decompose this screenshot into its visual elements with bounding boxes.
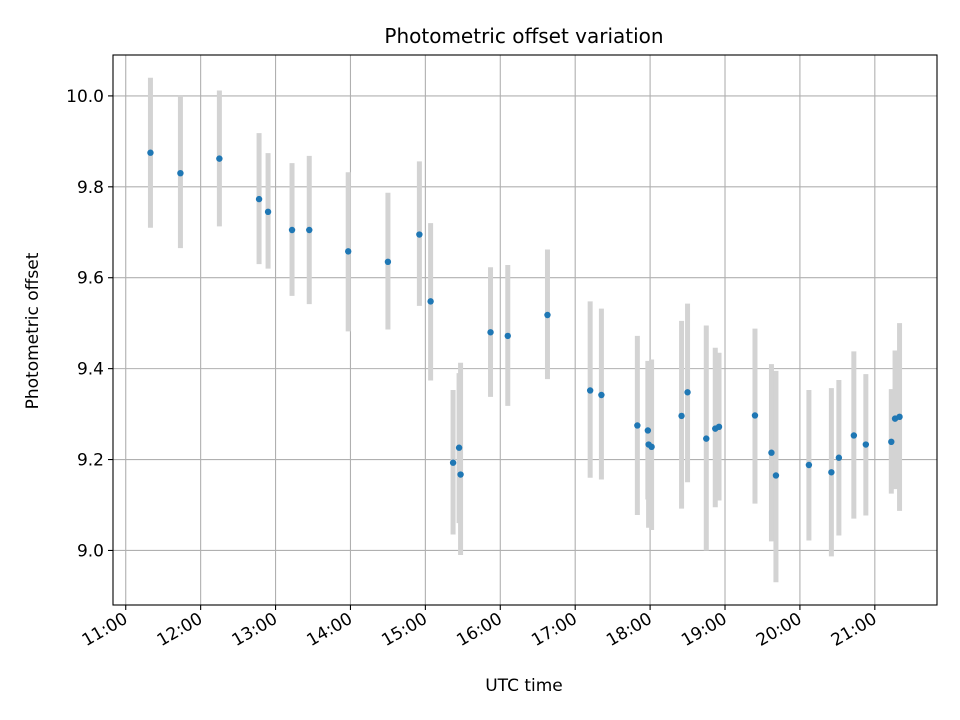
- y-tick-label: 9.8: [77, 178, 104, 198]
- grid-lines: [113, 55, 937, 605]
- data-point: [416, 231, 423, 238]
- data-point: [255, 195, 263, 203]
- data-point: [177, 169, 184, 177]
- data-point: [768, 449, 775, 456]
- data-point: [644, 427, 652, 434]
- y-tick-label: 9.4: [77, 360, 104, 380]
- data-point: [345, 248, 352, 255]
- data-point: [805, 461, 813, 469]
- data-point: [634, 422, 641, 429]
- data-point: [751, 412, 759, 419]
- y-axis-label: Photometric offset: [23, 252, 43, 409]
- data-point: [703, 435, 710, 442]
- data-point: [449, 459, 457, 466]
- data-point: [384, 258, 392, 266]
- x-axis-label: UTC time: [485, 676, 563, 696]
- data-point: [835, 454, 843, 461]
- data-point: [678, 412, 685, 420]
- data-point: [648, 443, 655, 451]
- y-tick-label: 9.2: [77, 451, 104, 471]
- y-tick-label: 9.0: [77, 541, 104, 561]
- data-point: [288, 226, 296, 234]
- data-point: [684, 389, 691, 396]
- data-point: [862, 441, 870, 448]
- data-point: [586, 387, 594, 394]
- data-point: [487, 329, 494, 336]
- data-point: [772, 472, 780, 479]
- data-point: [216, 155, 223, 162]
- chart-title: Photometric offset variation: [384, 24, 663, 48]
- data-point: [427, 298, 434, 305]
- plot-frame: [112, 54, 938, 606]
- y-tick-label: 9.6: [77, 269, 104, 289]
- data-point: [306, 226, 313, 234]
- data-point: [457, 471, 464, 478]
- data-point: [147, 149, 154, 156]
- data-point: [544, 311, 551, 319]
- data-point: [504, 332, 511, 340]
- data-point: [896, 413, 903, 421]
- data-point: [455, 444, 463, 451]
- data-points: [147, 149, 903, 479]
- data-point: [850, 432, 858, 439]
- y-axis-ticks: 9.0 9.2 9.4 9.6 9.8 10.0: [66, 87, 113, 561]
- y-tick-label: 10.0: [66, 87, 104, 107]
- data-point: [828, 469, 835, 476]
- data-point: [264, 208, 272, 216]
- data-point: [888, 438, 895, 446]
- data-point: [598, 391, 605, 399]
- data-point: [715, 423, 723, 431]
